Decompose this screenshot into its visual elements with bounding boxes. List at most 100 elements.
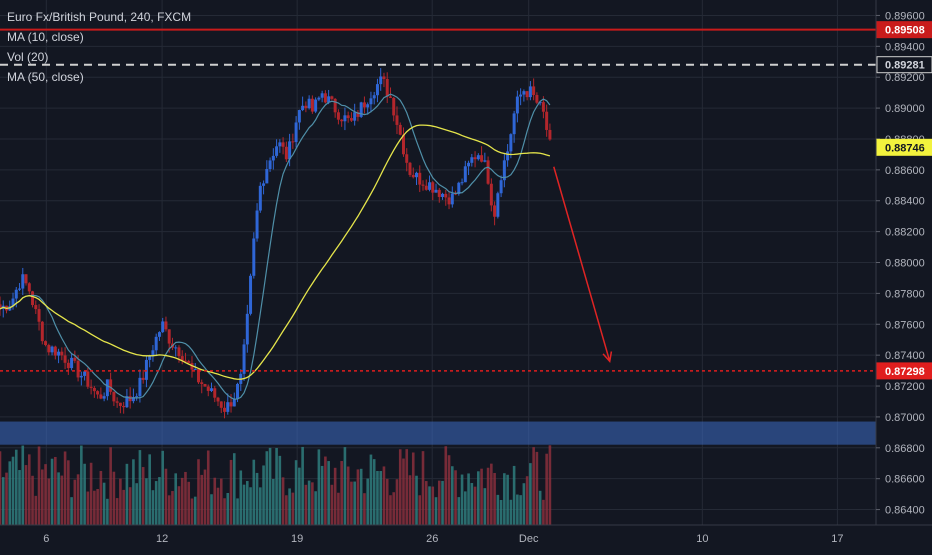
candle-body <box>40 321 44 342</box>
candle-body <box>385 78 389 97</box>
volume-bar <box>548 445 552 525</box>
candle-body <box>255 210 259 239</box>
volume-bar <box>242 484 246 525</box>
volume-bar <box>356 469 360 525</box>
volume-bar <box>298 467 301 525</box>
volume-bar <box>252 459 256 525</box>
candle-body <box>11 298 15 307</box>
time-axis-panel <box>0 525 932 550</box>
candle-body <box>115 401 119 403</box>
volume-bar <box>320 465 324 525</box>
candle-body <box>294 122 298 142</box>
volume-bar <box>437 480 441 525</box>
candle-body <box>489 183 493 206</box>
candle-body <box>307 98 311 109</box>
candle-body <box>460 182 464 184</box>
volume-bar <box>516 494 519 525</box>
volume-bar <box>21 445 25 525</box>
volume-bar <box>167 495 171 525</box>
candle-body <box>216 397 220 402</box>
candle-body <box>421 184 425 186</box>
volume-bar <box>281 477 285 525</box>
legend-ma10: MA (10, close) <box>7 30 84 44</box>
candle-body <box>154 336 158 351</box>
candle-body <box>151 350 155 357</box>
volume-bar <box>278 455 282 525</box>
volume-bar <box>291 492 295 525</box>
candle-body <box>193 369 197 371</box>
candle-body <box>483 160 487 162</box>
candle-body <box>343 115 347 122</box>
price-tick-label: 0.88200 <box>885 227 925 239</box>
volume-bar <box>31 475 34 525</box>
time-tick-label: 10 <box>696 533 708 545</box>
volume-bar <box>232 453 236 525</box>
volume-bar <box>102 482 106 525</box>
candle-body <box>470 157 474 163</box>
volume-bar <box>535 451 539 525</box>
volume-bar <box>164 468 168 525</box>
volume-bar <box>161 450 164 525</box>
volume-bar <box>174 473 178 525</box>
candle-body <box>356 112 360 117</box>
time-tick-label: 26 <box>426 533 438 545</box>
volume-bar <box>431 486 435 525</box>
candle-body <box>359 102 363 117</box>
volume-bar <box>44 464 47 525</box>
volume-bar <box>369 454 373 525</box>
price-tick-label: 0.87800 <box>885 288 925 300</box>
candle-body <box>252 238 256 276</box>
volume-bar <box>327 461 330 525</box>
candle-body <box>14 289 18 299</box>
candle-body <box>424 185 428 190</box>
volume-bar <box>171 491 174 525</box>
candle-body <box>463 166 467 183</box>
candle-body <box>109 379 113 392</box>
candle-body <box>34 305 38 310</box>
time-tick-label: 6 <box>43 533 49 545</box>
candle-body <box>415 172 419 178</box>
candle-body <box>249 275 253 314</box>
resistance-price-tag-bg <box>876 21 932 39</box>
candle-body <box>548 129 552 140</box>
candle-body <box>44 341 48 346</box>
volume-bar <box>454 470 457 525</box>
volume-bar <box>187 481 191 525</box>
candle-body <box>157 332 161 337</box>
candle-body <box>174 347 178 349</box>
price-tick-label: 0.87000 <box>885 412 925 424</box>
volume-bar <box>54 456 57 525</box>
candle-body <box>210 388 214 391</box>
volume-bar <box>493 472 496 525</box>
candle-body <box>401 134 405 155</box>
candle-body <box>245 313 249 345</box>
time-tick-label: Dec <box>519 533 539 545</box>
candle-body <box>304 105 308 109</box>
candle-body <box>206 386 210 391</box>
candle-body <box>66 362 70 369</box>
candle-body <box>405 154 409 163</box>
volume-bar <box>119 478 122 525</box>
candle-body <box>73 357 77 361</box>
candle-body <box>226 402 230 412</box>
candle-body <box>467 162 471 167</box>
volume-bar <box>304 484 308 525</box>
volume-bar <box>197 459 200 525</box>
volume-bar <box>70 497 73 525</box>
volume-bar <box>379 471 383 525</box>
candle-body <box>138 377 142 397</box>
price-tick-label: 0.87400 <box>885 350 925 362</box>
volume-bar <box>158 477 161 525</box>
candle-body <box>50 346 54 353</box>
volume-bar <box>294 460 298 525</box>
price-tick-label: 0.86600 <box>885 474 925 486</box>
candle-body <box>541 102 545 112</box>
volume-bar <box>392 492 396 525</box>
candle-body <box>0 304 2 309</box>
volume-bar <box>11 456 15 525</box>
candle-body <box>441 193 445 197</box>
volume-bar <box>529 463 532 525</box>
candle-body <box>37 309 41 322</box>
